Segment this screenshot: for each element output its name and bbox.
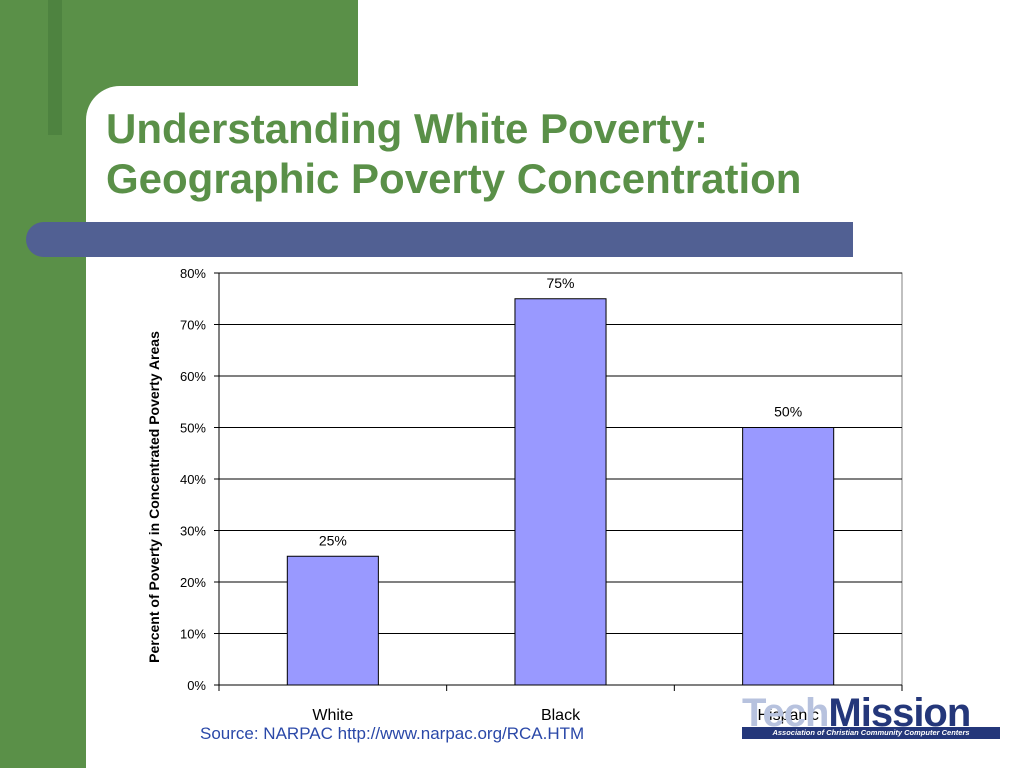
y-axis-title: Percent of Poverty in Concentrated Pover… [146, 331, 162, 663]
top-right-white-area [358, 0, 1024, 86]
left-green-band [0, 0, 86, 768]
bar-white [286, 555, 379, 686]
x-category-label: Black [541, 707, 581, 724]
bar-black [514, 298, 607, 686]
y-tick-label: 60% [180, 369, 206, 384]
dark-green-stripe [48, 0, 62, 135]
logo-tech-text: Tech [742, 691, 829, 735]
y-tick-label: 10% [180, 627, 206, 642]
data-label: 75% [546, 275, 574, 291]
logo-tagline: Association of Christian Community Compu… [742, 727, 1000, 739]
y-tick-label: 0% [187, 678, 206, 693]
y-tick-label: 50% [180, 421, 206, 436]
logo-mission-text: Mission [828, 691, 971, 735]
bar-hispanic [742, 427, 835, 686]
title-underline-bar [26, 222, 853, 257]
title-line-1: Understanding White Poverty: [106, 105, 709, 152]
data-label: 25% [319, 532, 347, 548]
y-tick-label: 20% [180, 575, 206, 590]
y-tick-label: 40% [180, 472, 206, 487]
source-citation: Source: NARPAC http://www.narpac.org/RCA… [200, 724, 585, 743]
y-tick-label: 80% [180, 266, 206, 281]
y-tick-label: 30% [180, 524, 206, 539]
data-label: 50% [774, 404, 802, 420]
logo-wordmark: TechMission [742, 691, 971, 735]
x-category-label: Hispanic [757, 707, 818, 724]
x-category-label: White [312, 707, 353, 724]
title-line-2: Geographic Poverty Concentration [106, 155, 802, 202]
y-tick-label: 70% [180, 318, 206, 333]
techmission-logo: TechMission Association of Christian Com… [742, 693, 1002, 741]
slide-title: Understanding White Poverty: Geographic … [106, 104, 986, 204]
